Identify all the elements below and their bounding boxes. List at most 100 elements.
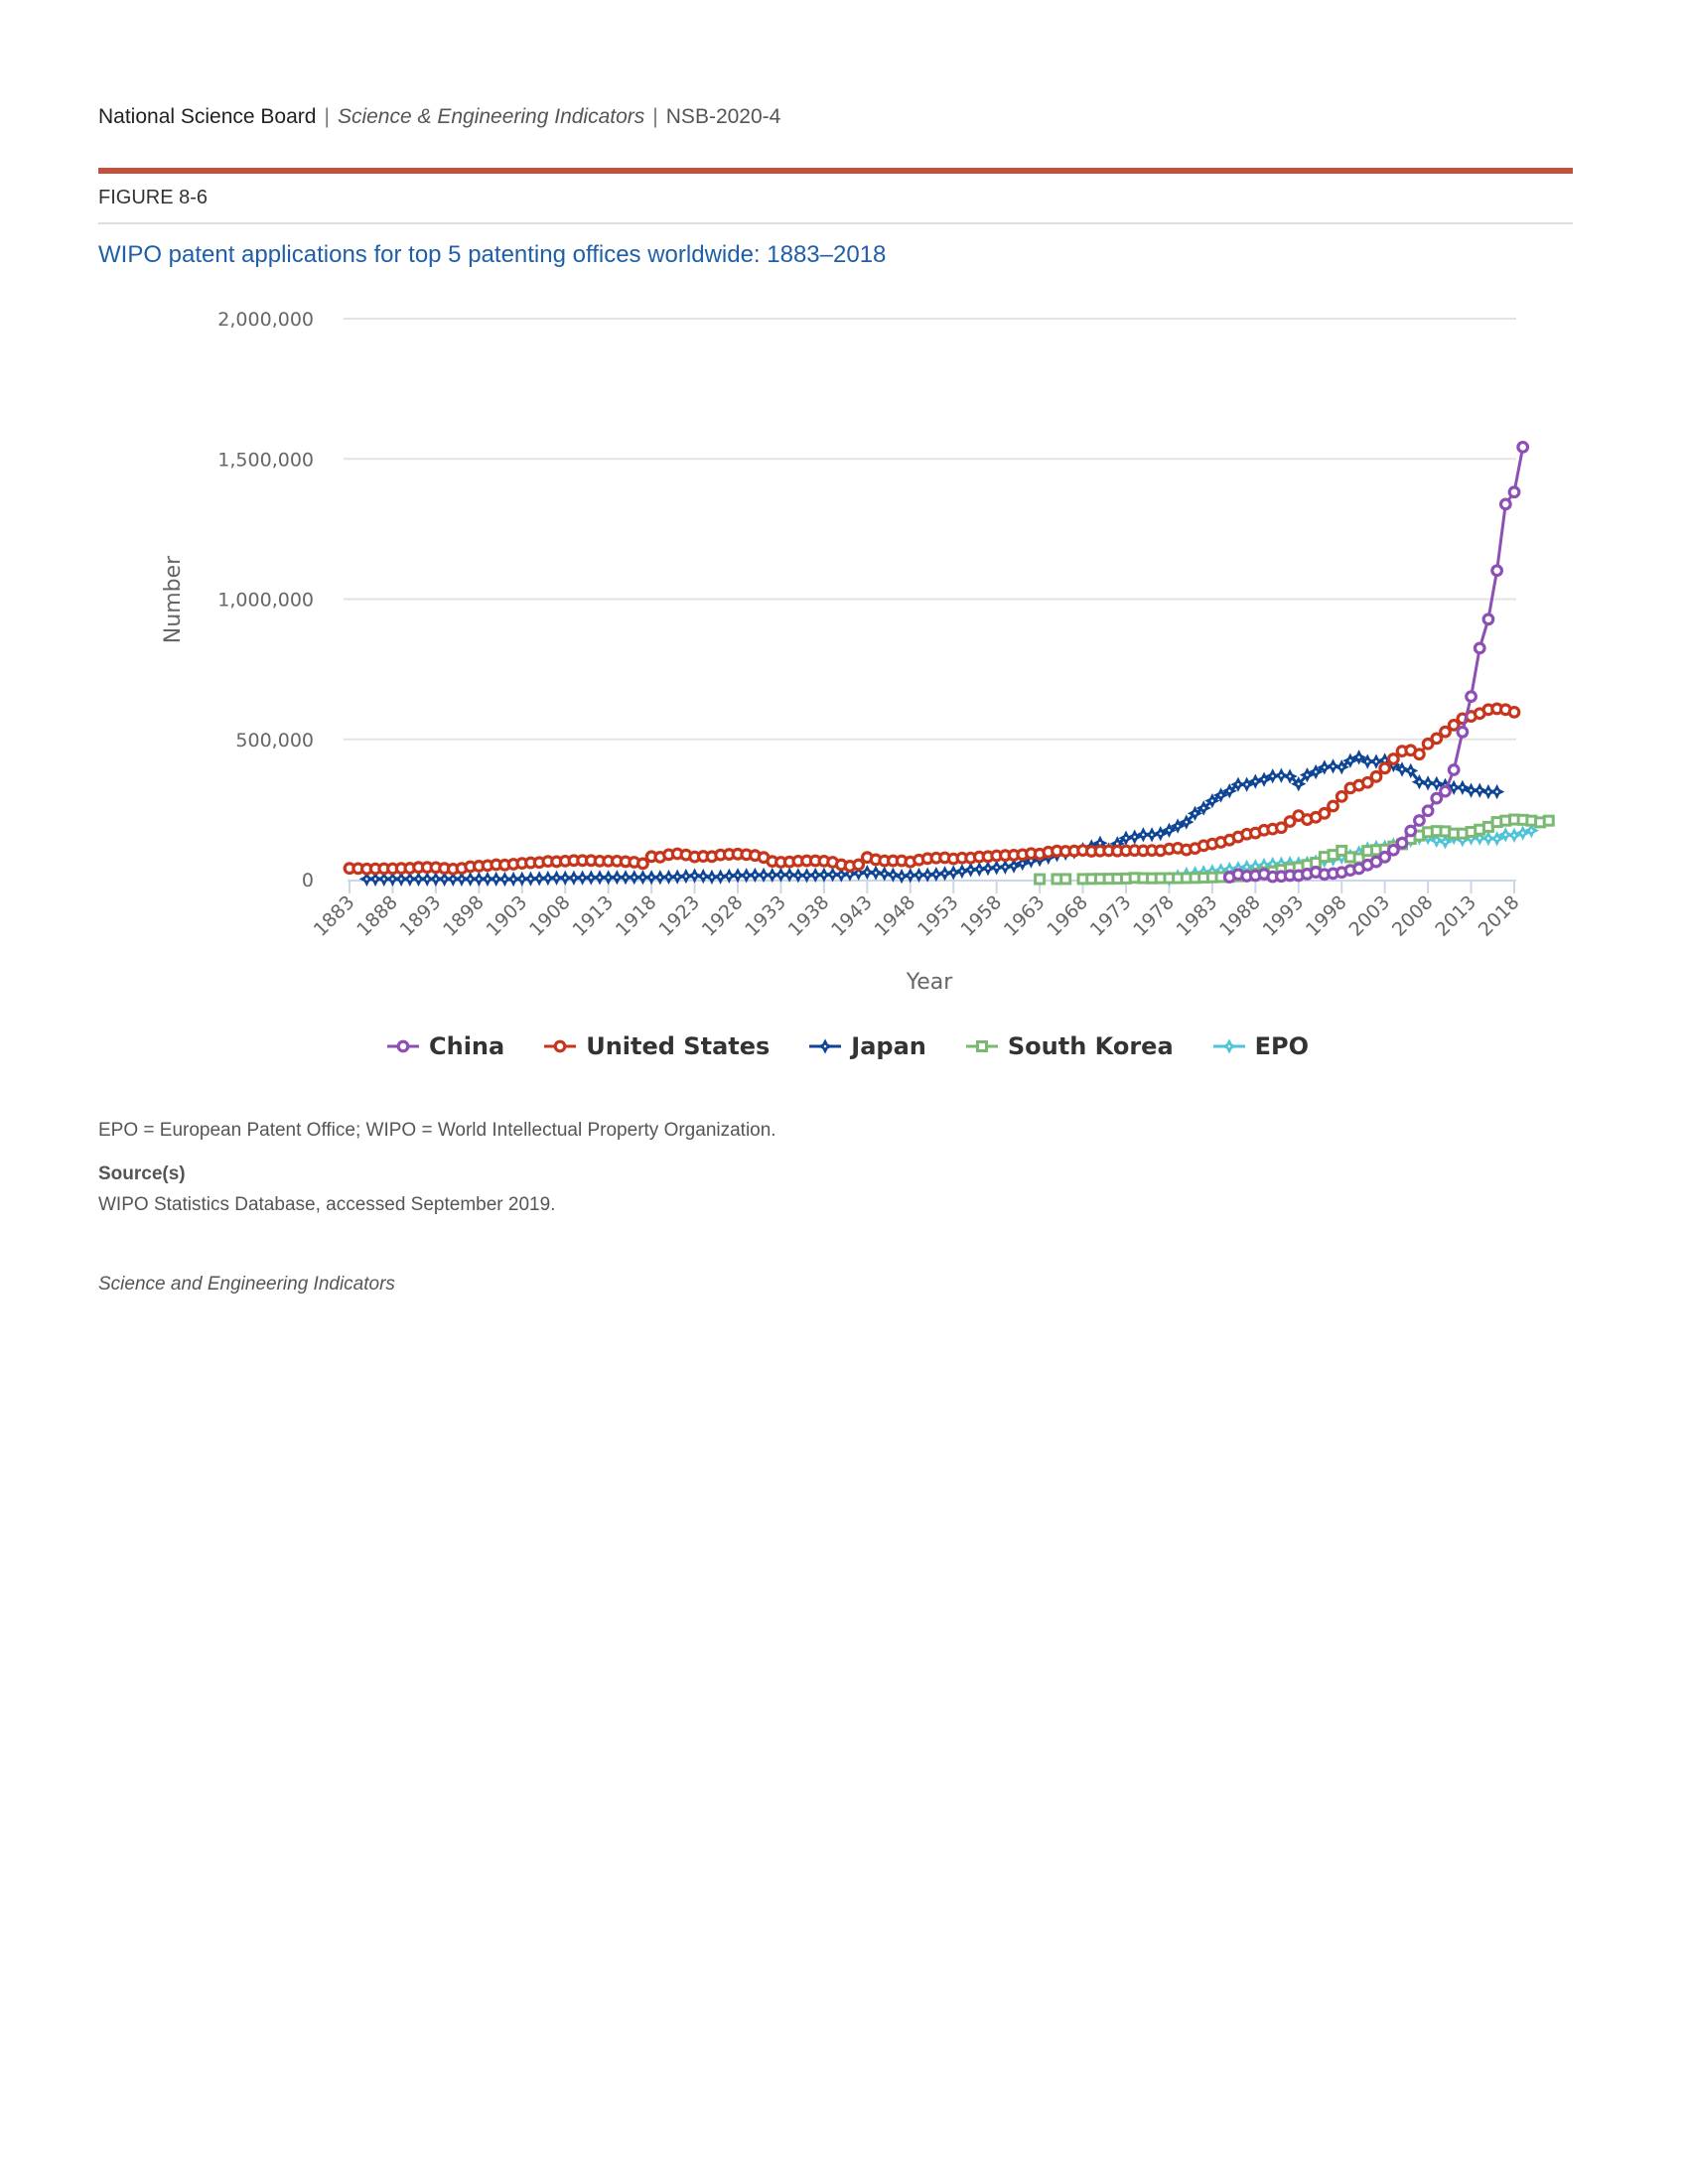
legend-item[interactable]: China [387, 1032, 504, 1060]
data-point [1421, 804, 1435, 818]
data-point-center [529, 877, 532, 881]
data-point-center [857, 872, 860, 875]
x-tick-label: 1988 [1215, 891, 1265, 941]
data-point-center [1262, 864, 1266, 867]
data-point-center [520, 877, 524, 881]
data-point-center [1477, 836, 1481, 840]
data-point-center [1332, 764, 1335, 768]
data-point-center [572, 877, 576, 880]
data-point-center [728, 875, 731, 878]
data-point-center [1495, 837, 1498, 841]
data-point-center [874, 871, 878, 875]
data-point-center [943, 872, 946, 876]
header-rule [98, 168, 1573, 174]
y-axis-label: Number [161, 555, 186, 643]
series-south-korea [1034, 813, 1555, 886]
data-point-center [633, 876, 636, 880]
x-tick-label: 1933 [741, 891, 790, 941]
data-point-center [616, 876, 619, 880]
data-point [1327, 799, 1339, 813]
data-point-center [1512, 834, 1516, 837]
data-point-center [1348, 758, 1352, 762]
data-point [1516, 440, 1530, 454]
data-point-center [1254, 779, 1257, 783]
data-point [1430, 732, 1444, 746]
data-point-center [1477, 788, 1481, 792]
data-point-center [1297, 782, 1301, 785]
legend-item[interactable]: Japan [809, 1032, 926, 1060]
data-point-center [762, 874, 766, 877]
data-point-center [624, 876, 628, 880]
data-point-center [1271, 774, 1275, 778]
data-point-center [719, 875, 722, 879]
data-point-center [443, 878, 446, 881]
data-point-center [1210, 799, 1214, 802]
data-point [636, 857, 649, 871]
data-point-center [373, 878, 377, 881]
x-tick-label: 1958 [956, 891, 1006, 941]
data-point-center [813, 874, 817, 877]
data-point [1386, 752, 1400, 765]
x-tick-label: 2018 [1475, 891, 1524, 941]
data-point-center [831, 873, 834, 877]
data-point-center [1521, 831, 1524, 835]
legend-marker-icon [809, 1038, 842, 1054]
legend-item[interactable]: EPO [1212, 1032, 1310, 1060]
data-point-center [382, 878, 386, 881]
data-point [1447, 763, 1461, 776]
data-point-center [1124, 836, 1128, 840]
data-point-center [1339, 765, 1343, 769]
data-point [396, 1039, 410, 1053]
y-tick-label: 1,500,000 [217, 449, 314, 471]
legend-marker-icon [965, 1040, 998, 1052]
data-point-center [1461, 786, 1465, 789]
x-tick-label: 1948 [871, 891, 920, 941]
x-tick-label: 1883 [310, 891, 359, 941]
series-china [1222, 440, 1530, 884]
abbreviation-note: EPO = European Patent Office; WIPO = Wor… [98, 1120, 776, 1141]
data-point-center [563, 877, 567, 880]
data-point-center [823, 1044, 827, 1048]
data-point-center [771, 874, 774, 877]
legend-item[interactable]: South Korea [965, 1032, 1174, 1060]
legend-label: Japan [851, 1032, 926, 1060]
data-point [852, 858, 866, 872]
data-point-center [1271, 863, 1275, 866]
data-point [1481, 613, 1495, 626]
chart-legend: China United States Japan South Korea EPO [387, 1032, 1309, 1060]
data-point [1413, 748, 1426, 761]
series-united-states [343, 702, 1521, 876]
data-point-center [1530, 829, 1533, 832]
data-point-center [1426, 781, 1430, 785]
legend-label: EPO [1254, 1032, 1310, 1060]
data-point-center [451, 878, 455, 881]
header-separator: | [652, 105, 658, 128]
data-point-center [581, 876, 584, 880]
data-point-center [925, 873, 929, 877]
data-point [1421, 737, 1435, 751]
data-point-center [736, 874, 740, 878]
data-point-center [1176, 824, 1180, 828]
data-point-center [1452, 786, 1456, 789]
data-point-center [1409, 769, 1413, 772]
data-point-center [486, 878, 490, 881]
data-point-center [839, 873, 843, 877]
data-point-center [589, 876, 593, 880]
data-point [1404, 824, 1418, 838]
data-point [1059, 873, 1072, 886]
data-point [1507, 485, 1521, 499]
data-point [1034, 873, 1047, 886]
x-tick-label: 1928 [698, 891, 748, 941]
x-tick-label: 1898 [439, 891, 489, 941]
data-point-center [986, 867, 990, 870]
x-tick-label: 1888 [352, 891, 402, 941]
data-point-center [805, 874, 808, 878]
data-point-center [1098, 841, 1102, 845]
data-point [1439, 725, 1452, 739]
x-axis-label: Year [906, 970, 954, 995]
chart-title: WIPO patent applications for top 5 paten… [98, 241, 887, 268]
data-point-center [1030, 859, 1033, 863]
data-point-center [1201, 806, 1205, 810]
legend-item[interactable]: United States [544, 1032, 770, 1060]
gridlines [344, 318, 1516, 741]
